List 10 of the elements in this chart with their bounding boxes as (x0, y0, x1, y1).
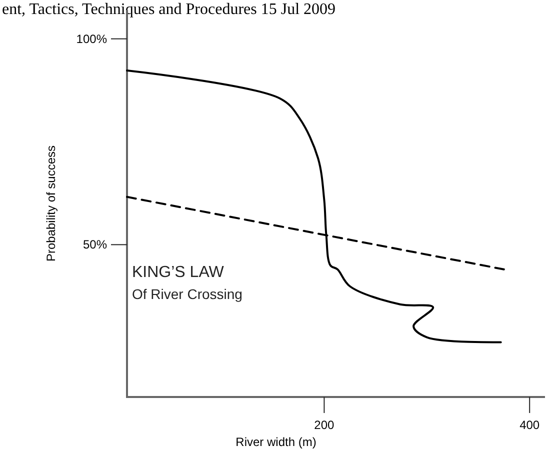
line-series (126, 70, 502, 344)
x-tick-label: 400 (520, 418, 540, 432)
x-axis-title: River width (m) (236, 435, 316, 449)
x-tick-label: 200 (314, 418, 335, 432)
annotation: KING’S LAW (132, 264, 225, 281)
y-axis-title: Probability of success (44, 145, 58, 262)
y-tick-label: 100% (76, 32, 108, 46)
annotation: Of River Crossing (132, 286, 242, 302)
annotation: ent, Tactics, Techniques and Procedures 15 Jul 2009 (2, 1, 336, 18)
y-tick-label: 50% (82, 238, 108, 252)
